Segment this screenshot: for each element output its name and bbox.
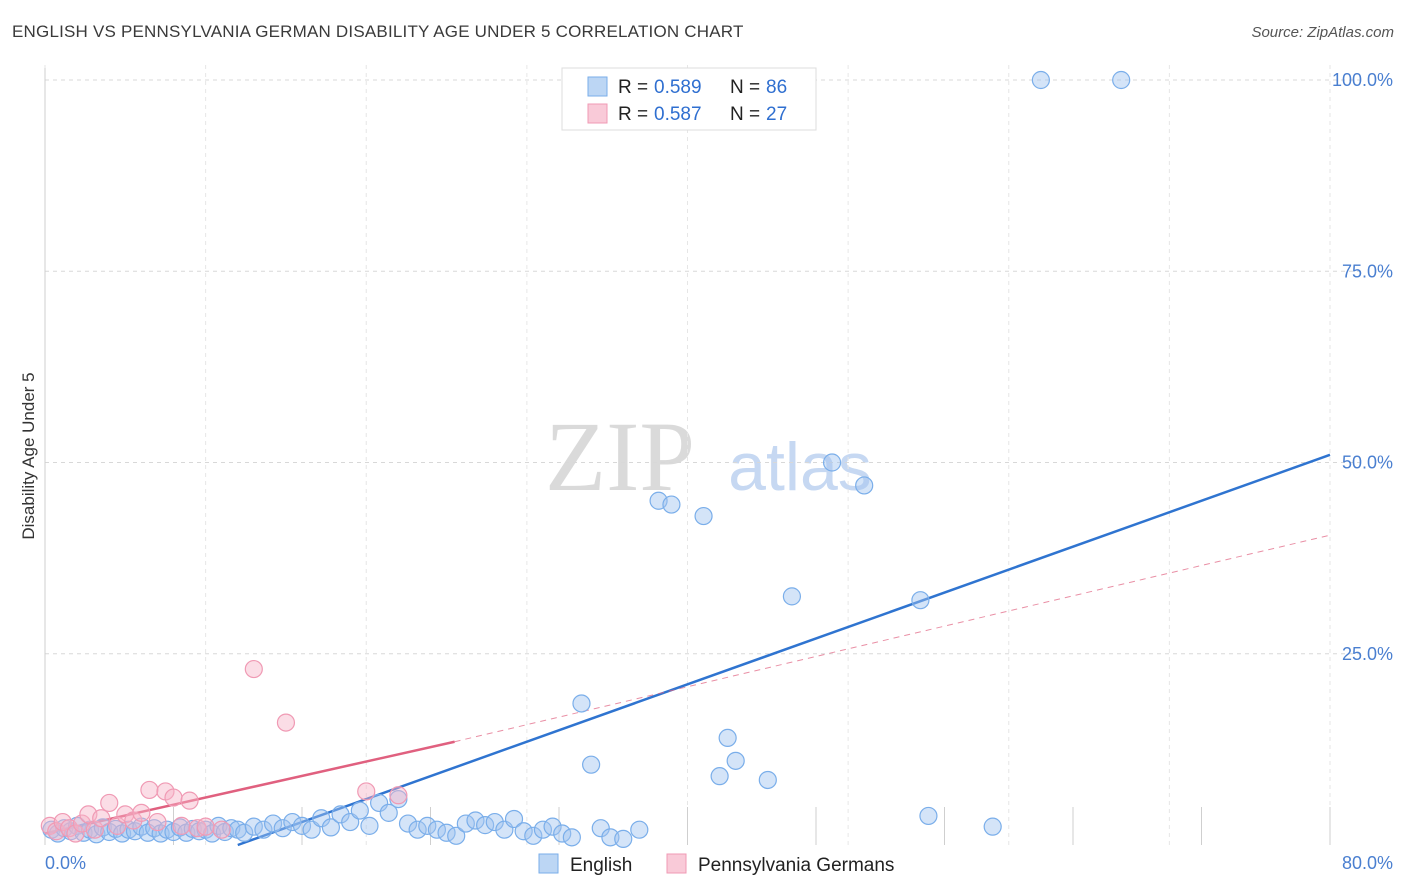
axes	[44, 68, 1331, 845]
point-english	[418, 816, 437, 835]
point-pa-german	[180, 791, 199, 810]
y-tick-label: 75.0%	[1342, 261, 1393, 281]
point-english	[485, 812, 504, 832]
bottom-legend-swatch-english	[538, 853, 559, 874]
legend: R = 0.589 N = 86 R = 0.587 N = 27	[561, 67, 817, 131]
legend-pa-german-r-label: R =	[618, 104, 648, 125]
point-english	[466, 811, 485, 830]
point-english	[718, 728, 737, 748]
point-english	[292, 816, 312, 835]
tick-labels: 25.0% 50.0% 75.0% 100.0% 0.0% 80.0%	[45, 70, 1393, 873]
point-english	[710, 767, 729, 786]
point-english	[572, 694, 591, 713]
point-english	[553, 824, 572, 843]
point-english	[321, 818, 341, 837]
point-english	[782, 587, 802, 606]
bottom-legend-pa-german: Pennsylvania Germans	[698, 855, 894, 876]
point-pa-german	[66, 824, 85, 843]
legend-swatch-english	[587, 76, 608, 97]
point-english	[312, 809, 331, 828]
point-pa-german	[172, 816, 191, 835]
point-english	[758, 770, 777, 790]
point-english	[855, 476, 874, 495]
legend-pa-german-n-value: 27	[766, 104, 787, 125]
point-english	[379, 803, 398, 822]
point-english	[1031, 70, 1050, 90]
legend-swatch-pa-german	[587, 103, 608, 124]
point-pa-german	[92, 809, 111, 828]
y-tick-label: 50.0%	[1342, 453, 1393, 473]
point-english	[630, 820, 649, 839]
point-pa-german	[357, 782, 376, 801]
point-english	[822, 453, 842, 472]
point-pa-german	[132, 803, 151, 822]
point-english	[614, 829, 633, 848]
point-english	[389, 789, 408, 809]
point-english	[350, 801, 369, 820]
bottom-legend-swatch-pa-german	[666, 853, 687, 874]
data-points	[40, 70, 1131, 848]
point-english	[235, 823, 254, 842]
grid	[44, 65, 1365, 845]
x-tick-label: 80.0%	[1342, 853, 1393, 873]
point-english	[1112, 70, 1131, 90]
point-pa-german	[148, 812, 167, 832]
y-axis-label: Disability Age Under 5	[19, 372, 38, 539]
point-english	[283, 812, 302, 832]
watermark-zip: ZIP	[545, 401, 695, 512]
point-english	[543, 817, 562, 836]
point-english	[106, 819, 125, 839]
point-pa-german	[100, 793, 119, 813]
point-english	[562, 828, 581, 847]
point-pa-german	[196, 817, 215, 836]
point-english	[983, 817, 1002, 836]
point-english	[514, 822, 533, 841]
chart-source: Source: ZipAtlas.com	[1251, 24, 1394, 41]
point-english	[263, 814, 283, 833]
point-pa-german	[389, 786, 408, 805]
trendline-english	[237, 453, 1331, 847]
point-english	[662, 495, 681, 514]
point-pa-german	[276, 713, 296, 732]
point-english	[370, 793, 389, 813]
point-english	[447, 826, 466, 845]
point-english	[591, 819, 610, 838]
y-tick-label: 100.0%	[1332, 70, 1393, 90]
point-english	[911, 591, 930, 610]
y-tick-label: 25.0%	[1342, 644, 1393, 664]
x-tick-label: 0.0%	[45, 853, 86, 873]
watermark-atlas: atlas	[728, 429, 872, 505]
legend-english-r-value: 0.589	[654, 77, 702, 98]
point-english	[694, 506, 713, 526]
legend-pa-german-n-label: N =	[730, 104, 760, 125]
legend-english-n-label: N =	[730, 77, 760, 98]
point-pa-german	[85, 820, 104, 839]
point-english	[254, 820, 273, 839]
point-english	[331, 805, 350, 824]
point-english	[524, 826, 543, 845]
point-english	[919, 806, 938, 826]
legend-pa-german-r-value: 0.587	[654, 104, 702, 125]
point-pa-german	[140, 780, 159, 800]
point-english	[582, 755, 601, 774]
point-english	[360, 816, 379, 835]
legend-english-r-label: R =	[618, 77, 648, 98]
bottom-legend: English Pennsylvania Germans	[538, 853, 894, 876]
chart-title: ENGLISH VS PENNSYLVANIA GERMAN DISABILIT…	[12, 22, 744, 41]
point-english	[398, 814, 418, 833]
point-english	[408, 820, 427, 839]
point-pa-german	[212, 820, 231, 839]
bottom-legend-english: English	[570, 855, 632, 876]
point-pa-german	[244, 659, 263, 679]
legend-english-n-value: 86	[766, 77, 787, 98]
trendline-pa-german	[454, 534, 1331, 743]
point-english	[726, 751, 745, 770]
point-english	[273, 819, 292, 838]
point-pa-german	[164, 788, 183, 807]
point-english	[504, 809, 524, 829]
